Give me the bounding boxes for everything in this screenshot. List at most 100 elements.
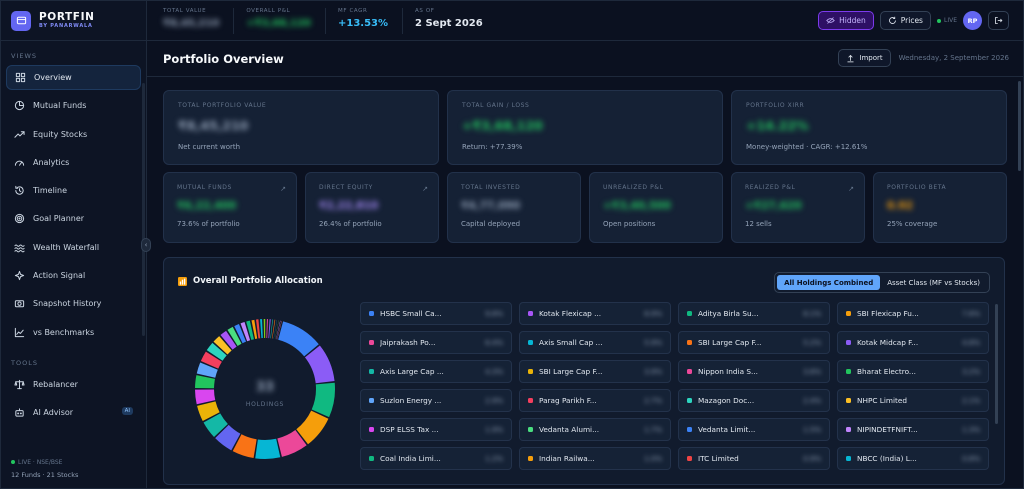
card-value: +₹3,68,120 [462,118,543,133]
ai-badge: AI [121,407,133,416]
holding-item[interactable]: SBI Large Cap F... 5.2% [678,331,830,354]
sidebar-item-timeline[interactable]: Timeline [6,178,141,203]
sidebar-item-ai-advisor[interactable]: AI Advisor AI [6,400,141,425]
sidebar-item-rebalancer[interactable]: Rebalancer [6,372,141,397]
donut-slice[interactable] [272,319,276,339]
donut-slice[interactable] [213,336,232,355]
metric-card[interactable]: DIRECT EQUITY ₹2,22,810 26.4% of portfol… [305,172,439,243]
main-scrollbar[interactable] [1018,81,1021,171]
donut-slice[interactable] [203,413,228,437]
sidebar-item-mutual-funds[interactable]: Mutual Funds [6,93,141,118]
top-actions: Hidden Prices LIVE RP [818,11,1009,30]
holding-item[interactable]: SBI Flexicap Fu... 7.6% [837,302,989,325]
holding-item[interactable]: ITC Limited 0.9% [678,447,830,470]
sidebar-item-label: vs Benchmarks [33,327,95,337]
donut-slice[interactable] [266,319,268,339]
holding-item[interactable]: Coal India Limi... 1.2% [360,447,512,470]
holding-item[interactable]: NHPC Limited 2.1% [837,389,989,412]
donut-slice[interactable] [277,320,282,340]
sidebar-item-analytics[interactable]: Analytics [6,150,141,175]
brand[interactable]: PORTFIN BY PANARWALA [1,1,146,41]
donut-slice[interactable] [234,324,247,344]
holding-percent: 9.8% [485,309,503,318]
holding-name: Axis Large Cap ... [380,367,444,376]
donut-slice[interactable] [232,434,257,459]
holding-name: Bharat Electro... [857,367,916,376]
donut-slice[interactable] [255,319,261,339]
holding-item[interactable]: Mazagon Doc... 2.4% [678,389,830,412]
holding-item[interactable]: NIPINDETFNIFT... 1.3% [837,418,989,441]
holding-item[interactable]: Kotak Flexicap ... 8.9% [519,302,671,325]
holding-item[interactable]: NBCC (India) L... 0.8% [837,447,989,470]
donut-slice[interactable] [215,424,241,451]
holding-item[interactable]: Jaiprakash Po... 6.4% [360,331,512,354]
holding-item[interactable]: Indian Railwa... 1.0% [519,447,671,470]
card-label: TOTAL GAIN / LOSS [462,102,530,109]
donut-slice[interactable] [304,345,335,384]
metric-card[interactable]: REALIZED P&L +₹27,620 12 sells ↗ [731,172,865,243]
holding-item[interactable]: Nippon India S... 3.6% [678,360,830,383]
donut-slice[interactable] [268,319,271,339]
donut-slice[interactable] [296,410,329,445]
donut-slice[interactable] [255,438,281,459]
sidebar-item-wealth-waterfall[interactable]: Wealth Waterfall [6,235,141,260]
holding-item[interactable]: HSBC Small Ca... 9.8% [360,302,512,325]
sidebar-item-vs-benchmarks[interactable]: vs Benchmarks [6,320,141,345]
donut-slice[interactable] [200,351,222,369]
sidebar-item-action-signal[interactable]: Action Signal [6,263,141,288]
avatar[interactable]: RP [963,11,982,30]
donut-slice[interactable] [278,321,319,357]
holding-item[interactable]: Suzlon Energy ... 2.9% [360,389,512,412]
sidebar-item-goal-planner[interactable]: Goal Planner [6,206,141,231]
holding-percent: 2.1% [962,396,980,405]
holding-item[interactable]: Axis Large Cap ... 4.3% [360,360,512,383]
logout-button[interactable] [988,11,1009,30]
donut-slice[interactable] [227,326,242,346]
legend-swatch [369,456,374,461]
holdings-scrollbar[interactable] [995,304,998,424]
tab-all-holdings[interactable]: All Holdings Combined [777,275,881,290]
donut-slice[interactable] [274,320,279,340]
hide-values-button[interactable]: Hidden [818,11,874,30]
donut-slice[interactable] [195,375,216,389]
holding-item[interactable]: Parag Parikh F... 2.7% [519,389,671,412]
donut-slice[interactable] [263,319,266,339]
donut-slice[interactable] [260,319,263,339]
donut-slice[interactable] [220,330,237,350]
refresh-prices-button[interactable]: Prices [879,11,931,30]
donut-slice[interactable] [246,320,254,340]
donut-slice[interactable] [251,319,258,339]
holding-item[interactable]: DSP ELSS Tax ... 1.9% [360,418,512,441]
card-value: 0.92 [887,200,913,212]
sidebar-item-label: Equity Stocks [33,129,88,139]
donut-slice[interactable] [195,389,216,405]
sidebar-scrollbar[interactable] [142,83,145,336]
holding-item[interactable]: Aditya Birla Su... 8.1% [678,302,830,325]
collapse-sidebar-button[interactable]: ‹ [141,238,151,252]
holding-item[interactable]: Vedanta Limit... 1.5% [678,418,830,441]
donut-slice[interactable] [240,322,251,342]
holding-item[interactable]: Vedanta Alumi... 1.7% [519,418,671,441]
holding-item[interactable]: Axis Small Cap ... 5.9% [519,331,671,354]
sidebar-item-snapshot-history[interactable]: Snapshot History [6,291,141,316]
donut-slice[interactable] [276,320,281,340]
holding-percent: 1.5% [803,425,821,434]
donut-slice[interactable] [311,382,335,418]
donut-slice[interactable] [197,401,220,421]
eye-off-icon [826,17,835,24]
donut-slice[interactable] [206,342,227,361]
donut-slice[interactable] [277,429,307,457]
donut-slice[interactable] [196,362,218,378]
holding-item[interactable]: Kotak Midcap F... 4.8% [837,331,989,354]
metric-card[interactable]: MUTUAL FUNDS ₹6,22,400 73.6% of portfoli… [163,172,297,243]
sidebar-item-overview[interactable]: Overview [6,65,141,90]
sidebar-item-equity-stocks[interactable]: Equity Stocks [6,122,141,147]
holding-item[interactable]: SBI Large Cap F... 3.9% [519,360,671,383]
tab-asset-class[interactable]: Asset Class (MF vs Stocks) [887,278,980,287]
holding-item[interactable]: Bharat Electro... 3.2% [837,360,989,383]
import-button[interactable]: Import [838,49,891,67]
donut-slice[interactable] [273,320,278,339]
grid-icon [14,72,26,84]
donut-slice[interactable] [270,319,273,339]
